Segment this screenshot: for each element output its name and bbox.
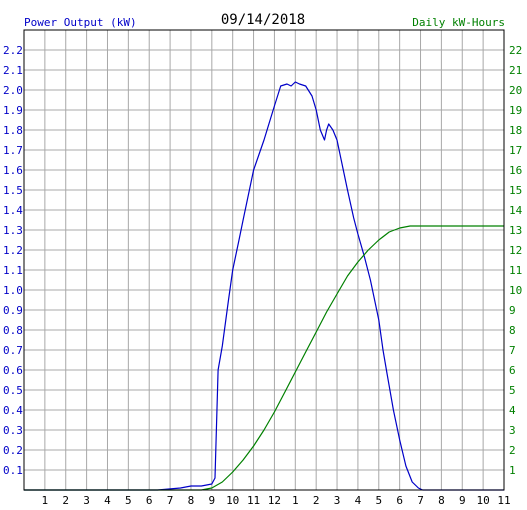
y-left-tick-label: 0.3 xyxy=(3,424,23,437)
y-left-tick-label: 0.4 xyxy=(3,404,23,417)
y-right-tick-label: 4 xyxy=(509,404,516,417)
y-left-tick-label: 1.0 xyxy=(3,284,23,297)
y-left-tick-label: 1.2 xyxy=(3,244,23,257)
y-right-tick-label: 10 xyxy=(509,284,522,297)
x-tick-label: 4 xyxy=(355,494,362,507)
x-tick-label: 7 xyxy=(417,494,424,507)
y-left-tick-label: 2.2 xyxy=(3,44,23,57)
y-right-tick-label: 8 xyxy=(509,324,516,337)
y-right-tick-label: 11 xyxy=(509,264,522,277)
y-left-tick-label: 0.8 xyxy=(3,324,23,337)
y-left-tick-label: 1.3 xyxy=(3,224,23,237)
y-right-tick-label: 20 xyxy=(509,84,522,97)
y-left-tick-label: 0.1 xyxy=(3,464,23,477)
x-tick-label: 8 xyxy=(188,494,195,507)
y-right-tick-label: 16 xyxy=(509,164,522,177)
x-tick-label: 1 xyxy=(292,494,299,507)
y-right-tick-label: 15 xyxy=(509,184,522,197)
plot-frame xyxy=(23,29,505,491)
x-tick-label: 11 xyxy=(247,494,260,507)
x-tick-label: 3 xyxy=(334,494,341,507)
x-tick-label: 11 xyxy=(497,494,510,507)
y-left-tick-label: 2.0 xyxy=(3,84,23,97)
x-tick-label: 2 xyxy=(313,494,320,507)
y-right-tick-label: 19 xyxy=(509,104,522,117)
y-right-axis-label: Daily kW-Hours xyxy=(412,16,505,29)
y-left-tick-label: 1.6 xyxy=(3,164,23,177)
y-right-tick-label: 3 xyxy=(509,424,516,437)
x-tick-labels: 1 2 3 4 5 6 7 8 9 10 11 12 1 2 3 4 5 6 7 8 9 10 11 xyxy=(42,494,511,507)
y-left-tick-label: 1.4 xyxy=(3,204,23,217)
x-tick-label: 12 xyxy=(268,494,281,507)
x-tick-label: 9 xyxy=(459,494,466,507)
y-left-tick-label: 0.9 xyxy=(3,304,23,317)
x-tick-label: 1 xyxy=(42,494,49,507)
y-right-tick-label: 7 xyxy=(509,344,516,357)
x-tick-label: 5 xyxy=(375,494,382,507)
y-right-tick-label: 9 xyxy=(509,304,516,317)
x-tick-label: 6 xyxy=(396,494,403,507)
x-tick-label: 7 xyxy=(167,494,174,507)
y-left-axis-label: Power Output (kW) xyxy=(24,16,137,29)
y-right-tick-label: 17 xyxy=(509,144,522,157)
y-right-tick-label: 6 xyxy=(509,364,516,377)
y-right-tick-label: 21 xyxy=(509,64,522,77)
chart-title: 09/14/2018 xyxy=(221,12,305,28)
y-right-tick-label: 13 xyxy=(509,224,522,237)
y-left-tick-labels: 0.1 0.2 0.3 0.4 0.5 0.6 0.7 0.8 0.9 1.0 1.1 1.2 1.3 1… xyxy=(3,44,23,477)
x-tick-label: 2 xyxy=(62,494,69,507)
y-left-tick-label: 1.9 xyxy=(3,104,23,117)
x-tick-label: 5 xyxy=(125,494,132,507)
y-right-tick-label: 18 xyxy=(509,124,522,137)
x-tick-label: 3 xyxy=(83,494,90,507)
y-right-tick-label: 12 xyxy=(509,244,522,257)
x-tick-label: 10 xyxy=(226,494,239,507)
x-tick-label: 8 xyxy=(438,494,445,507)
series-layer xyxy=(24,81,504,491)
y-left-tick-label: 0.7 xyxy=(3,344,23,357)
y-right-tick-label: 22 xyxy=(509,44,522,57)
y-left-tick-label: 1.1 xyxy=(3,264,23,277)
x-tick-label: 4 xyxy=(104,494,111,507)
y-right-tick-label: 5 xyxy=(509,384,516,397)
x-tick-label: 10 xyxy=(477,494,490,507)
daily-kwh-series-line xyxy=(24,225,504,491)
y-right-tick-label: 1 xyxy=(509,464,516,477)
y-left-tick-label: 1.5 xyxy=(3,184,23,197)
y-right-tick-label: 14 xyxy=(509,204,523,217)
x-tick-label: 9 xyxy=(209,494,216,507)
y-left-tick-label: 2.1 xyxy=(3,64,23,77)
y-left-tick-label: 1.7 xyxy=(3,144,23,157)
y-left-tick-label: 0.5 xyxy=(3,384,23,397)
y-left-tick-label: 0.6 xyxy=(3,364,23,377)
y-right-tick-label: 2 xyxy=(509,444,516,457)
y-left-tick-label: 1.8 xyxy=(3,124,23,137)
x-tick-label: 6 xyxy=(146,494,153,507)
y-left-tick-label: 0.2 xyxy=(3,444,23,457)
power-output-series-line xyxy=(24,81,504,491)
